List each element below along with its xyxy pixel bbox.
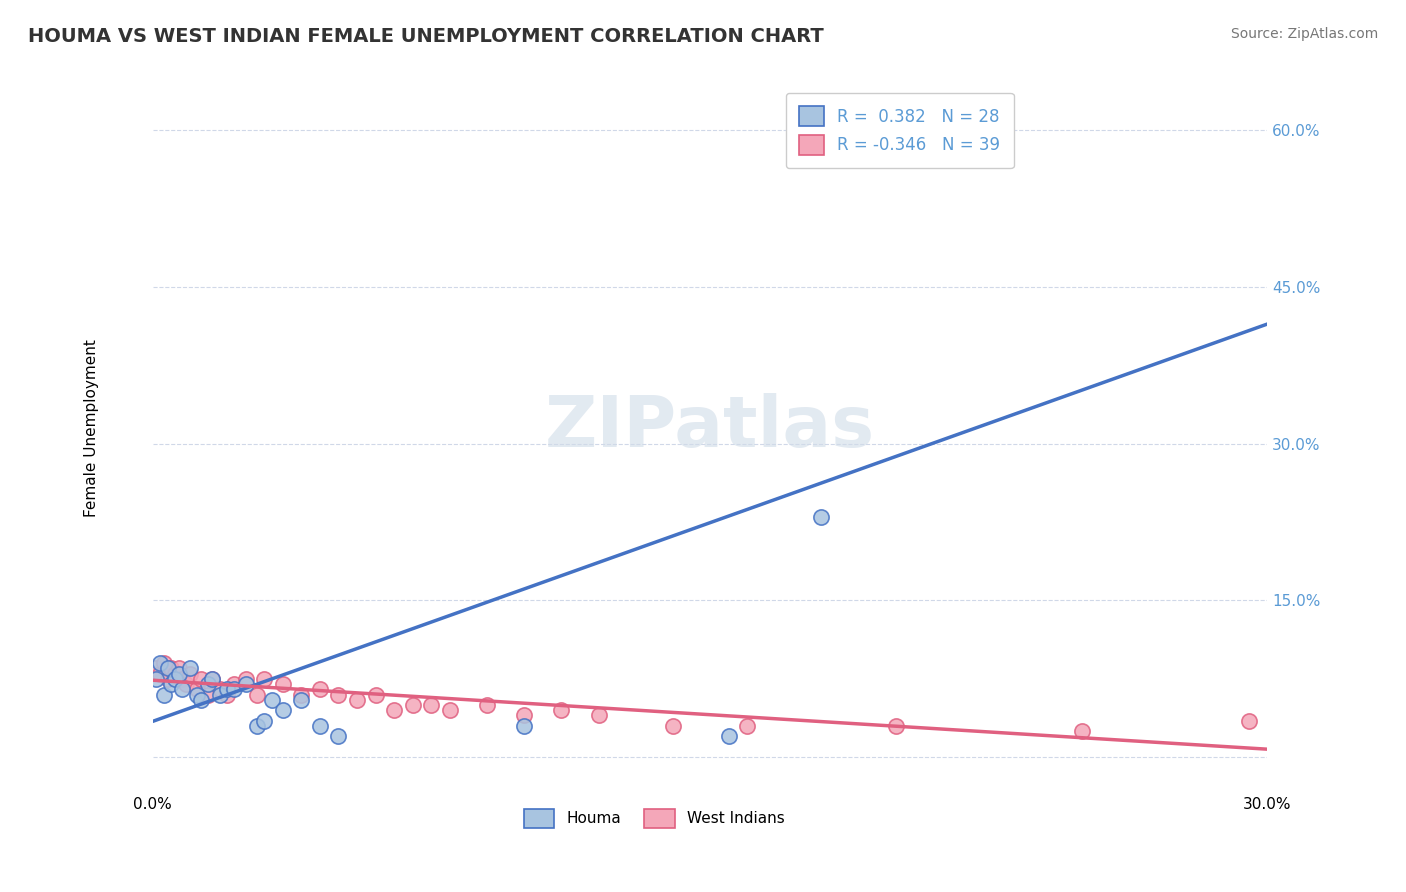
Text: Female Unemployment: Female Unemployment (84, 339, 98, 516)
Point (149, 666, 172, 681)
Point (153, 656, 176, 670)
Point (382, 703, 405, 717)
Point (246, 719, 269, 733)
Point (420, 698, 443, 712)
Point (513, 719, 536, 733)
Point (215, 682, 238, 697)
Point (309, 682, 332, 697)
Point (201, 672, 224, 686)
Point (290, 693, 312, 707)
Point (439, 703, 461, 717)
Point (190, 693, 212, 707)
Point (179, 666, 201, 681)
Point (271, 703, 294, 717)
Point (208, 682, 231, 697)
Point (735, 719, 758, 733)
Point (922, 133, 945, 147)
Point (145, 661, 167, 675)
Point (153, 688, 176, 702)
Point (167, 666, 190, 681)
Text: Source: ZipAtlas.com: Source: ZipAtlas.com (1230, 27, 1378, 41)
Point (167, 661, 190, 675)
Point (174, 677, 197, 691)
Point (197, 688, 219, 702)
Point (179, 661, 201, 675)
Point (197, 677, 219, 691)
Point (215, 688, 238, 702)
Point (662, 719, 685, 733)
Point (364, 688, 387, 702)
Point (156, 672, 179, 686)
Point (163, 672, 186, 686)
Point (224, 677, 246, 691)
Point (186, 682, 208, 697)
Point (160, 677, 183, 691)
Point (513, 708, 536, 723)
Point (190, 672, 212, 686)
Text: ZIPatlas: ZIPatlas (546, 393, 875, 462)
Point (328, 730, 350, 744)
Point (588, 708, 610, 723)
Point (260, 693, 283, 707)
Legend: Houma, West Indians: Houma, West Indians (517, 803, 792, 834)
Point (346, 693, 368, 707)
Point (156, 661, 179, 675)
Point (160, 661, 183, 675)
Point (1070, 724, 1092, 739)
Point (475, 698, 498, 712)
Point (253, 714, 276, 728)
Point (145, 672, 167, 686)
Point (884, 719, 907, 733)
Point (328, 688, 350, 702)
Point (208, 688, 231, 702)
Point (224, 682, 246, 697)
Point (309, 719, 332, 733)
Text: 0.0%: 0.0% (134, 797, 172, 812)
Text: 30.0%: 30.0% (1243, 797, 1292, 812)
Point (201, 672, 224, 686)
Point (235, 677, 257, 691)
Point (1237, 714, 1260, 728)
Point (149, 656, 172, 670)
Point (172, 672, 194, 686)
Point (235, 672, 257, 686)
Point (290, 688, 312, 702)
Point (253, 672, 276, 686)
Point (172, 682, 194, 697)
Point (810, 509, 832, 524)
Point (717, 730, 740, 744)
Point (550, 703, 572, 717)
Point (163, 666, 186, 681)
Point (246, 688, 269, 702)
Point (186, 688, 208, 702)
Text: HOUMA VS WEST INDIAN FEMALE UNEMPLOYMENT CORRELATION CHART: HOUMA VS WEST INDIAN FEMALE UNEMPLOYMENT… (28, 27, 824, 45)
Point (271, 677, 294, 691)
Point (402, 698, 425, 712)
